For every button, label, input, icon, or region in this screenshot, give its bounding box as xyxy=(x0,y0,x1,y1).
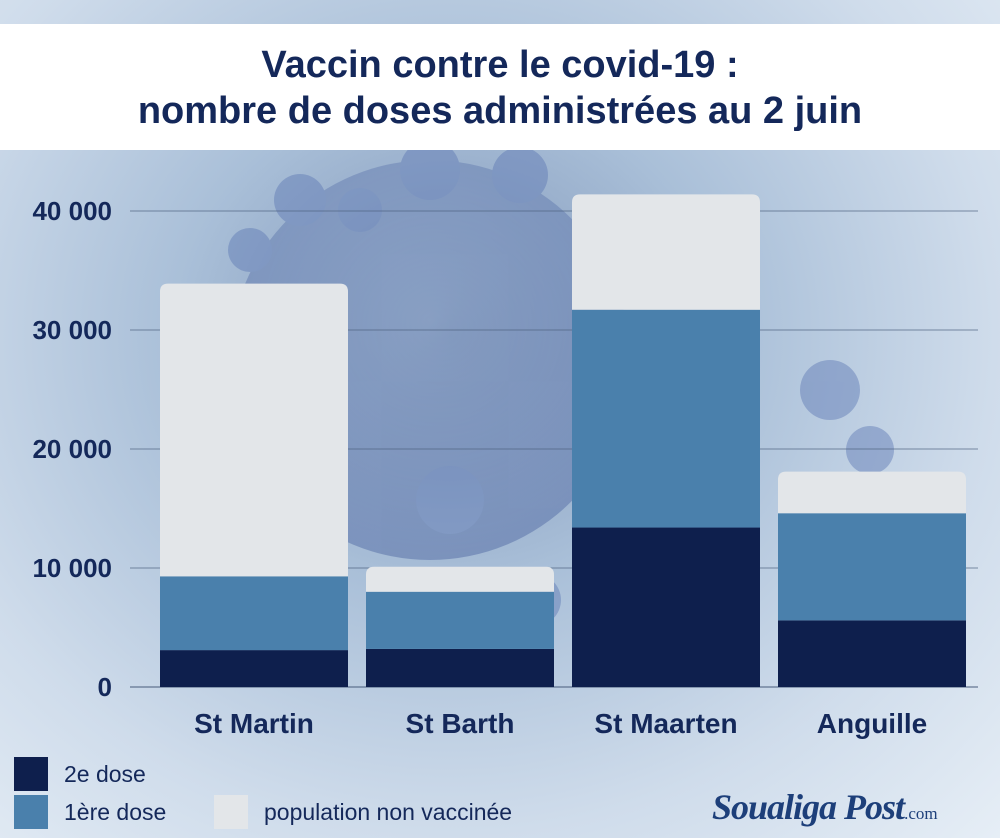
title-band: Vaccin contre le covid-19 : nombre de do… xyxy=(0,24,1000,150)
y-tick-label-1: 10 000 xyxy=(32,553,112,583)
bar-3-series-1 xyxy=(778,513,966,621)
legend-label-2e-dose: 2e dose xyxy=(64,760,146,787)
x-tick-label-1: St Barth xyxy=(406,708,515,739)
bar-1-series-1 xyxy=(366,591,554,649)
y-tick-label-0: 0 xyxy=(98,672,112,702)
bar-0-series-0 xyxy=(160,650,348,687)
soualiga-post-logo: Soualiga Post.com xyxy=(712,786,938,828)
bar-2-series-2 xyxy=(572,194,760,310)
bar-2-series-0 xyxy=(572,527,760,687)
logo-main-text: Soualiga Post xyxy=(712,787,905,827)
legend-item-1ere-dose: 1ère dose xyxy=(14,795,166,829)
legend-swatch-2e-dose xyxy=(14,757,48,791)
legend-label-1ere-dose: 1ère dose xyxy=(64,798,167,825)
bar-3-series-0 xyxy=(778,620,966,687)
legend-swatch-1ere-dose xyxy=(14,795,48,829)
bar-0-series-2 xyxy=(160,283,348,577)
legend-item-2e-dose: 2e dose xyxy=(14,757,146,791)
bar-0-series-1 xyxy=(160,576,348,651)
chart-title: Vaccin contre le covid-19 : xyxy=(261,44,739,86)
logo-suffix-text: .com xyxy=(904,804,938,823)
bar-1-series-0 xyxy=(366,648,554,687)
bar-1-series-2 xyxy=(366,566,554,592)
legend-swatch-non-vaccinee xyxy=(214,795,248,829)
x-tick-label-2: St Maarten xyxy=(594,708,737,739)
x-tick-label-0: St Martin xyxy=(194,708,314,739)
y-tick-label-2: 20 000 xyxy=(32,434,112,464)
x-tick-label-3: Anguille xyxy=(817,708,927,739)
chart-subtitle: nombre de doses administrées au 2 juin xyxy=(137,90,863,132)
legend-item-non-vaccinee: population non vaccinée xyxy=(214,795,512,829)
bar-2-series-1 xyxy=(572,309,760,528)
y-tick-label-3: 30 000 xyxy=(32,315,112,345)
y-tick-label-4: 40 000 xyxy=(32,196,112,226)
legend-label-non-vaccinee: population non vaccinée xyxy=(264,798,513,825)
bar-3-series-2 xyxy=(778,471,966,514)
